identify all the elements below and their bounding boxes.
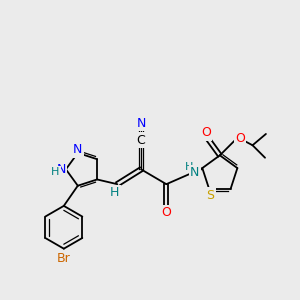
Text: S: S — [206, 189, 214, 202]
Text: N: N — [190, 166, 199, 179]
Text: H: H — [184, 162, 193, 172]
Text: H: H — [51, 167, 60, 177]
Text: O: O — [161, 206, 171, 219]
Text: N: N — [57, 163, 66, 176]
Text: O: O — [235, 132, 245, 145]
Text: H: H — [110, 186, 120, 199]
Text: N: N — [136, 117, 146, 130]
Text: Br: Br — [57, 252, 71, 265]
Text: C: C — [137, 134, 146, 147]
Text: O: O — [201, 126, 211, 139]
Text: N: N — [73, 143, 83, 157]
